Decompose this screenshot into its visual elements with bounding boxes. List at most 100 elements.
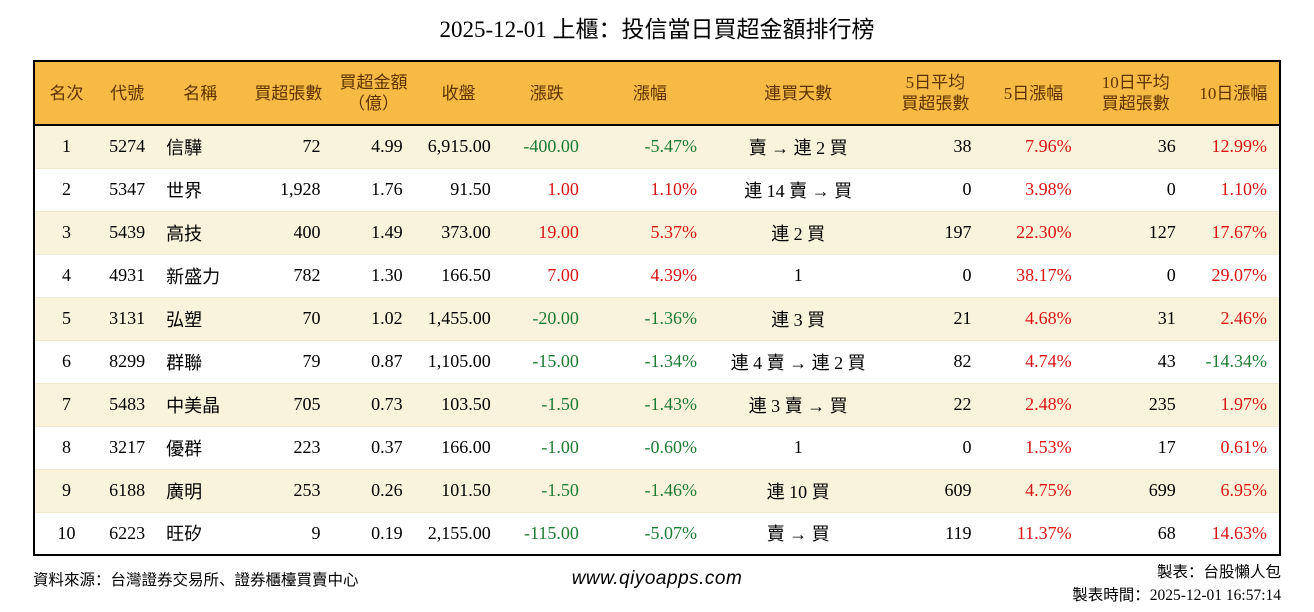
cell-change: 19.00 xyxy=(538,222,579,242)
cell-close: 166.00 xyxy=(441,437,491,457)
cell-rank: 7 xyxy=(62,394,72,414)
cell-streak: 1 xyxy=(793,265,803,285)
cell-pct5: 7.96% xyxy=(1025,136,1072,157)
cell-net-buy-amount: 1.30 xyxy=(371,265,403,285)
cell-change-pct: -5.07% xyxy=(644,522,698,543)
cell-change-pct: -0.60% xyxy=(644,437,698,457)
cell-change: -15.00 xyxy=(532,351,579,371)
col-header-name: 名稱 xyxy=(183,83,218,103)
cell-pct5: 4.75% xyxy=(1025,480,1072,500)
cell-avg5: 82 xyxy=(953,351,972,371)
cell-rank: 8 xyxy=(62,437,72,457)
cell-change: -1.00 xyxy=(541,437,579,457)
cell-net-buy-amount: 0.19 xyxy=(371,522,403,543)
table-row: 7 5483 中美晶 705 0.73 103.50 -1.50 -1.43% … xyxy=(34,383,1280,426)
cell-net-buy-amount: 0.87 xyxy=(371,351,403,371)
cell-close: 103.50 xyxy=(441,394,491,414)
cell-close: 6,915.00 xyxy=(427,136,491,157)
table-row: 2 5347 世界 1,928 1.76 91.50 1.00 1.10% 連 … xyxy=(34,168,1280,211)
cell-pct5: 22.30% xyxy=(1016,222,1072,242)
cell-net-buy-shares: 400 xyxy=(293,222,321,242)
cell-code: 3131 xyxy=(109,308,146,328)
cell-rank: 9 xyxy=(62,480,72,500)
cell-avg5: 609 xyxy=(944,480,972,500)
cell-close: 166.50 xyxy=(441,265,491,285)
cell-name: 高技 xyxy=(166,223,203,244)
cell-code: 8299 xyxy=(109,351,146,371)
cell-avg5: 38 xyxy=(953,136,972,157)
col-header-close: 收盤 xyxy=(441,83,476,103)
cell-code: 4931 xyxy=(109,265,146,285)
cell-name: 群聯 xyxy=(166,352,203,373)
maker-label: 製表：台股懶人包 xyxy=(1156,564,1281,581)
cell-net-buy-amount: 1.49 xyxy=(371,222,403,242)
cell-change: 1.00 xyxy=(547,179,579,199)
cell-change: 7.00 xyxy=(547,265,579,285)
cell-name: 世界 xyxy=(166,180,203,201)
cell-net-buy-amount: 0.73 xyxy=(371,394,403,414)
cell-net-buy-amount: 1.02 xyxy=(371,308,403,328)
cell-change-pct: -1.46% xyxy=(644,480,698,500)
cell-pct10: 14.63% xyxy=(1211,522,1268,543)
cell-pct5: 11.37% xyxy=(1016,522,1072,543)
cell-avg10: 68 xyxy=(1157,522,1176,543)
cell-net-buy-shares: 253 xyxy=(293,480,321,500)
credits: 製表：台股懶人包 製表時間：2025-12-01 16:57:14 xyxy=(1072,561,1281,607)
cell-avg10: 127 xyxy=(1148,222,1176,242)
cell-avg10: 36 xyxy=(1157,136,1176,157)
cell-avg5: 119 xyxy=(945,522,972,543)
col-header-streak: 連買天數 xyxy=(764,83,833,103)
cell-avg5: 22 xyxy=(953,394,972,414)
cell-pct10: 1.97% xyxy=(1220,394,1268,414)
table-row: 6 8299 群聯 79 0.87 1,105.00 -15.00 -1.34%… xyxy=(34,340,1280,383)
cell-code: 5347 xyxy=(109,179,146,199)
cell-pct5: 38.17% xyxy=(1016,265,1072,285)
cell-streak: 連 3 賣 → 買 xyxy=(748,395,848,416)
cell-change: -1.50 xyxy=(541,480,579,500)
cell-name: 優群 xyxy=(166,438,203,459)
cell-close: 373.00 xyxy=(441,222,491,242)
cell-net-buy-amount: 0.37 xyxy=(371,437,403,457)
cell-pct5: 4.74% xyxy=(1025,351,1072,371)
table-row: 1 5274 信驊 72 4.99 6,915.00 -400.00 -5.47… xyxy=(34,125,1280,168)
col-header-net-buy-shares: 買超張數 xyxy=(254,83,323,103)
cell-change: -20.00 xyxy=(532,308,579,328)
table-row: 4 4931 新盛力 782 1.30 166.50 7.00 4.39% 1 … xyxy=(34,254,1280,297)
page-title: 2025-12-01 上櫃：投信當日買超金額排行榜 xyxy=(439,17,875,42)
cell-code: 5483 xyxy=(109,394,146,414)
cell-net-buy-amount: 1.76 xyxy=(371,179,403,199)
cell-rank: 10 xyxy=(57,522,76,543)
cell-name: 廣明 xyxy=(166,481,203,502)
cell-change-pct: 4.39% xyxy=(650,265,698,285)
cell-streak: 1 xyxy=(793,437,803,457)
cell-net-buy-shares: 705 xyxy=(293,394,321,414)
cell-avg5: 0 xyxy=(962,265,972,285)
cell-rank: 6 xyxy=(62,351,72,371)
cell-streak: 賣 → 買 xyxy=(766,524,830,545)
footer: 資料來源：台灣證券交易所、證券櫃檯買賣中心 www.qiyoapps.com 製… xyxy=(33,564,1281,612)
cell-net-buy-shares: 1,928 xyxy=(279,179,321,199)
cell-change-pct: -1.43% xyxy=(644,394,698,414)
cell-close: 1,455.00 xyxy=(427,308,491,328)
col-header-change-pct: 漲幅 xyxy=(632,83,667,103)
cell-streak: 賣 → 連 2 買 xyxy=(748,137,848,158)
cell-net-buy-shares: 223 xyxy=(293,437,321,457)
col-header-avg5: 5日平均 買超張數 xyxy=(901,73,970,113)
cell-pct5: 2.48% xyxy=(1025,394,1072,414)
cell-pct10: 2.46% xyxy=(1220,308,1268,328)
cell-change-pct: 1.10% xyxy=(650,179,698,199)
col-header-rank: 名次 xyxy=(49,83,84,103)
data-source-note: 資料來源：台灣證券交易所、證券櫃檯買賣中心 xyxy=(33,572,359,589)
col-header-avg10: 10日平均 買超張數 xyxy=(1101,73,1170,113)
cell-pct5: 1.53% xyxy=(1025,437,1072,457)
cell-avg5: 197 xyxy=(944,222,972,242)
table-header-row: 名次 代號 名稱 買超張數 買超金額 （億） 收盤 漲跌 漲幅 連買天數 5日平均… xyxy=(34,61,1280,125)
col-header-net-buy-amount: 買超金額 （億） xyxy=(339,73,408,113)
cell-pct10: -14.34% xyxy=(1205,351,1268,371)
cell-streak: 連 2 買 xyxy=(771,223,826,244)
cell-code: 5439 xyxy=(109,222,146,242)
cell-pct10: 0.61% xyxy=(1220,437,1268,457)
cell-name: 弘塑 xyxy=(166,309,203,330)
cell-close: 1,105.00 xyxy=(427,351,491,371)
